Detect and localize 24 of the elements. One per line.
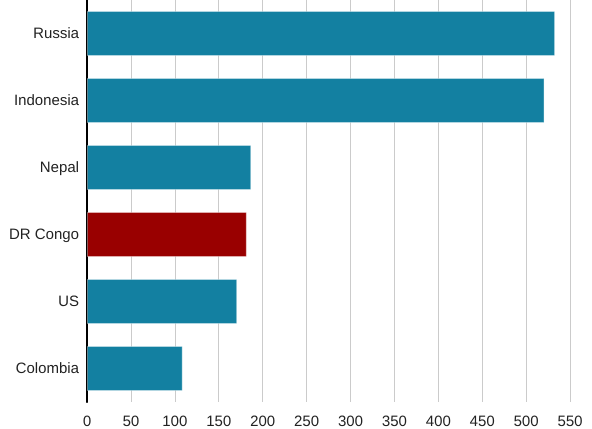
y-tick-label: US bbox=[58, 293, 79, 310]
y-tick-label: Colombia bbox=[16, 360, 80, 377]
y-tick-label: Russia bbox=[33, 25, 80, 42]
x-tick-label: 350 bbox=[382, 413, 407, 429]
x-tick-label: 150 bbox=[206, 413, 232, 429]
y-tick-label: Nepal bbox=[40, 159, 79, 176]
x-tick-label: 550 bbox=[557, 413, 583, 429]
x-tick-label: 500 bbox=[514, 413, 539, 429]
bar bbox=[87, 346, 183, 391]
x-tick-label: 0 bbox=[82, 413, 92, 429]
bar bbox=[87, 78, 545, 123]
x-tick-label: 100 bbox=[162, 413, 188, 429]
bar bbox=[87, 212, 247, 257]
x-tick-label: 250 bbox=[294, 413, 320, 429]
x-tick-label: 200 bbox=[250, 413, 276, 429]
bar bbox=[87, 145, 252, 190]
bar bbox=[87, 279, 238, 324]
x-tick-label: 450 bbox=[470, 413, 495, 429]
x-tick-label: 400 bbox=[426, 413, 451, 429]
y-tick-label: DR Congo bbox=[8, 226, 79, 243]
x-tick-label: 300 bbox=[338, 413, 363, 429]
bar bbox=[87, 11, 556, 56]
x-tick-label: 50 bbox=[122, 413, 140, 429]
y-tick-label: Indonesia bbox=[14, 92, 80, 109]
